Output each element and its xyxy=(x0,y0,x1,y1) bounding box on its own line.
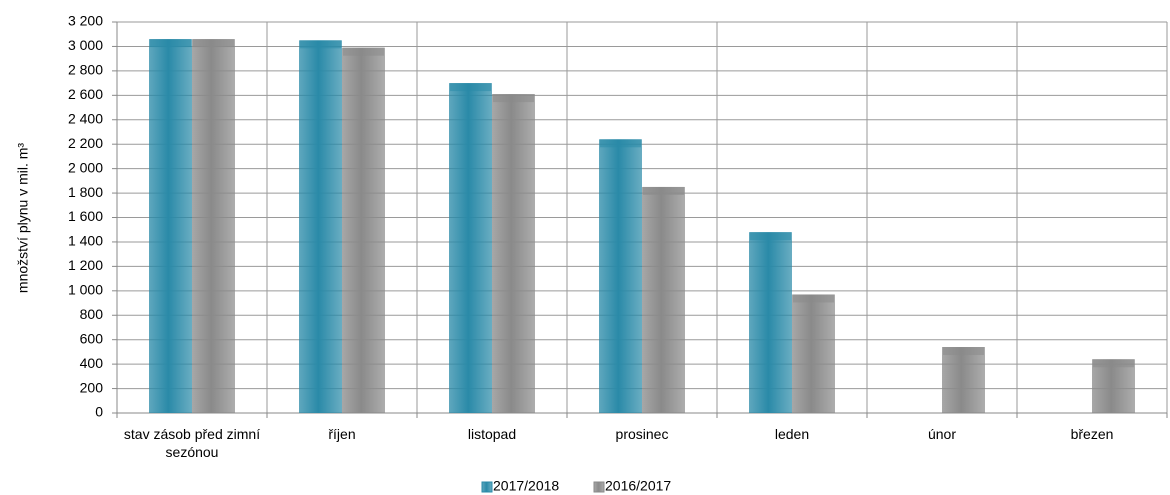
legend-label: 2017/2018 xyxy=(493,478,559,494)
x-tick-label: stav zásob před zimní sezónou xyxy=(123,426,261,460)
bar xyxy=(192,39,235,413)
bar xyxy=(492,94,535,413)
bar-top xyxy=(643,186,684,195)
y-tick-label: 1 000 xyxy=(68,282,103,298)
bar xyxy=(642,186,685,413)
y-axis-label: množství plynu v mil. m³ xyxy=(15,143,31,293)
bar-top xyxy=(750,232,791,241)
y-tick-label: 0 xyxy=(95,404,103,420)
y-tick-label: 1 800 xyxy=(68,184,103,200)
bar-top xyxy=(150,39,191,48)
legend-swatch xyxy=(593,481,605,493)
x-tick-label: březen xyxy=(1070,426,1114,442)
y-tick-label: 800 xyxy=(80,306,104,322)
y-tick-label: 1 200 xyxy=(68,257,103,273)
y-tick-label: 1 400 xyxy=(68,233,103,249)
y-tick-label: 200 xyxy=(80,379,104,395)
bar-top xyxy=(943,347,984,356)
bar xyxy=(149,39,192,413)
y-tick-label: 2 200 xyxy=(68,135,103,151)
bar xyxy=(749,232,792,413)
x-tick-label: listopad xyxy=(467,426,517,442)
bar xyxy=(342,47,385,414)
bar-top xyxy=(493,94,534,103)
bar-top xyxy=(343,47,384,56)
y-tick-label: 2 400 xyxy=(68,110,103,126)
x-tick-label: leden xyxy=(774,426,810,442)
bar xyxy=(1092,359,1135,413)
bar-top xyxy=(450,83,491,92)
bar-top xyxy=(793,294,834,303)
legend-label: 2016/2017 xyxy=(605,478,671,494)
bar xyxy=(299,40,342,413)
bar-top xyxy=(300,40,341,49)
bar xyxy=(599,139,642,414)
y-tick-label: 2 000 xyxy=(68,159,103,175)
y-tick-label: 1 600 xyxy=(68,208,103,224)
y-tick-label: 400 xyxy=(80,355,104,371)
bar-top xyxy=(1093,359,1134,368)
bar-top xyxy=(193,39,234,48)
x-tick-label: prosinec xyxy=(615,426,669,442)
y-tick-label: 2 600 xyxy=(68,86,103,102)
x-tick-label: únor xyxy=(927,426,957,442)
y-tick-label: 2 800 xyxy=(68,62,103,78)
x-tick-label: říjen xyxy=(328,426,356,442)
y-tick-label: 3 200 xyxy=(68,13,103,29)
legend-swatch xyxy=(481,481,493,493)
y-tick-label: 3 000 xyxy=(68,37,103,53)
bar xyxy=(449,83,492,413)
bar xyxy=(942,347,985,413)
bar-top xyxy=(600,139,641,148)
bar xyxy=(792,294,835,413)
y-tick-label: 600 xyxy=(80,330,104,346)
